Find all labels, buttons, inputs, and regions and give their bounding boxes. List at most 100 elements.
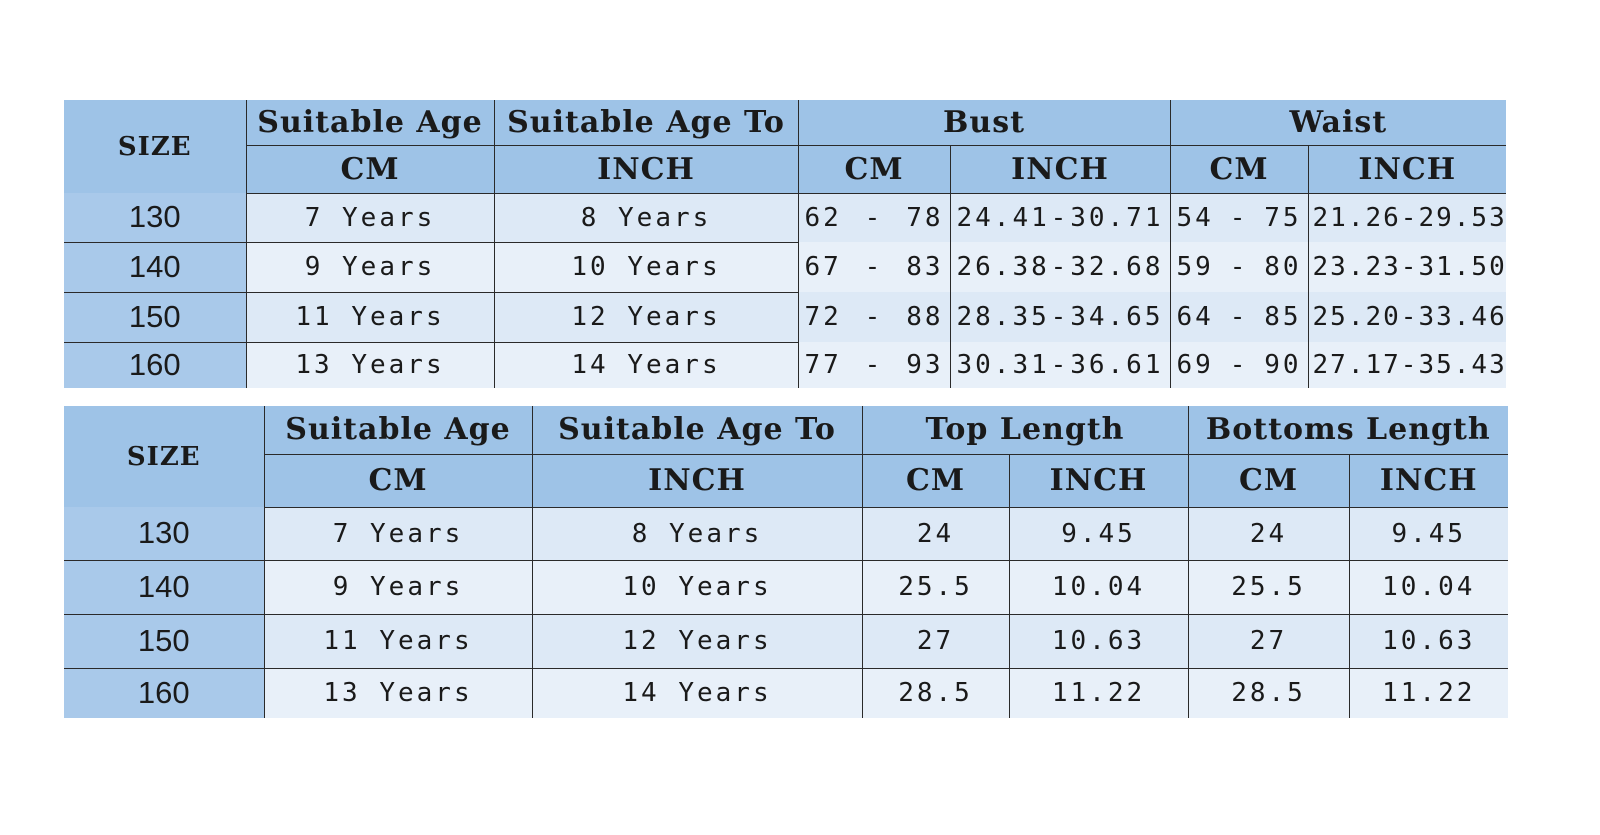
header-inch: INCH xyxy=(493,145,798,194)
header-suitable-age: Suitable Age xyxy=(263,406,532,455)
range-dash: - xyxy=(1050,302,1070,332)
waist-inch-cell: 25.20-33.46 xyxy=(1307,292,1507,342)
header-bottoms-cm: CM xyxy=(1187,454,1350,508)
age-to-cell: 12 Years xyxy=(493,292,798,343)
range-dash: - xyxy=(864,350,884,380)
range-to: 32.68 xyxy=(1070,252,1164,282)
range-to: 75 xyxy=(1264,202,1302,233)
header-waist-inch: INCH xyxy=(1307,145,1507,194)
header-bust-cm: CM xyxy=(797,145,950,194)
top-cm-cell: 27 xyxy=(861,614,1009,669)
range-dash: - xyxy=(1229,302,1249,332)
age-cell: 11 Years xyxy=(263,614,532,669)
table-row: 150 11 Years 12 Years 72-88 28.35-34.65 … xyxy=(64,292,1507,343)
table-row: 140 9 Years 10 Years 67-83 26.38-32.68 5… xyxy=(64,242,1507,293)
age-to-cell: 8 Years xyxy=(531,507,862,561)
range-from: 28.35 xyxy=(956,302,1050,332)
top-cm-cell: 28.5 xyxy=(861,668,1009,718)
header-inch: INCH xyxy=(531,454,862,508)
size-cell: 140 xyxy=(64,560,264,615)
age-cell: 7 Years xyxy=(263,507,532,561)
header-bottoms-inch: INCH xyxy=(1348,454,1509,508)
range-from: 59 xyxy=(1176,252,1214,282)
range-dash: - xyxy=(864,202,884,233)
bottoms-inch-cell: 10.04 xyxy=(1348,560,1509,615)
age-cell: 7 Years xyxy=(245,193,494,243)
top-inch-cell: 10.63 xyxy=(1008,614,1189,669)
range-from: 24.41 xyxy=(956,202,1050,233)
size-cell: 130 xyxy=(64,193,246,243)
range-to: 90 xyxy=(1264,350,1302,380)
header-top-length: Top Length xyxy=(861,406,1189,455)
waist-cm-cell: 69-90 xyxy=(1169,342,1309,388)
range-dash: - xyxy=(1229,202,1249,233)
age-cell: 11 Years xyxy=(245,292,494,343)
size-cell: 160 xyxy=(64,342,246,388)
range-to: 35.43 xyxy=(1418,350,1507,380)
header-suitable-age-to: Suitable Age To xyxy=(531,406,862,455)
header-waist-cm: CM xyxy=(1169,145,1309,194)
age-to-cell: 10 Years xyxy=(531,560,862,615)
bust-cm-cell: 67-83 xyxy=(797,242,950,292)
range-from: 21.26 xyxy=(1312,202,1401,233)
table-row: 160 13 Years 14 Years 28.5 11.22 28.5 11… xyxy=(64,668,1509,718)
range-to: 93 xyxy=(906,350,944,380)
waist-inch-cell: 21.26-29.53 xyxy=(1307,193,1507,242)
size-chart-bust-waist: SIZE Suitable Age Suitable Age To Bust W… xyxy=(64,100,1507,388)
range-to: 80 xyxy=(1264,252,1302,282)
range-dash: - xyxy=(1400,350,1419,380)
age-cell: 9 Years xyxy=(263,560,532,615)
header-top-inch: INCH xyxy=(1008,454,1189,508)
waist-inch-cell: 23.23-31.50 xyxy=(1307,242,1507,292)
range-to: 33.46 xyxy=(1418,302,1507,332)
range-from: 27.17 xyxy=(1312,350,1401,380)
range-dash: - xyxy=(1050,350,1070,380)
range-to: 31.50 xyxy=(1418,252,1507,282)
age-to-cell: 12 Years xyxy=(531,614,862,669)
header-waist: Waist xyxy=(1169,100,1507,146)
bust-cm-cell: 72-88 xyxy=(797,292,950,342)
range-from: 64 xyxy=(1176,302,1214,332)
header-suitable-age: Suitable Age xyxy=(245,100,494,146)
range-to: 88 xyxy=(906,302,944,332)
range-from: 26.38 xyxy=(956,252,1050,282)
top-inch-cell: 9.45 xyxy=(1008,507,1189,561)
size-cell: 150 xyxy=(64,292,246,343)
size-cell: 130 xyxy=(64,507,264,561)
range-to: 34.65 xyxy=(1070,302,1164,332)
bottoms-cm-cell: 25.5 xyxy=(1187,560,1350,615)
range-to: 30.71 xyxy=(1070,202,1164,233)
bust-inch-cell: 30.31-36.61 xyxy=(949,342,1171,388)
range-dash: - xyxy=(864,252,884,282)
range-to: 36.61 xyxy=(1070,350,1164,380)
header-bottoms-length: Bottoms Length xyxy=(1187,406,1509,455)
header-top-cm: CM xyxy=(861,454,1009,508)
range-dash: - xyxy=(1400,202,1419,233)
age-cell: 9 Years xyxy=(245,242,494,293)
header-cm: CM xyxy=(263,454,532,508)
range-from: 67 xyxy=(804,252,842,282)
range-dash: - xyxy=(1050,252,1070,282)
range-from: 72 xyxy=(804,302,842,332)
bottoms-inch-cell: 11.22 xyxy=(1348,668,1509,718)
range-dash: - xyxy=(1400,252,1419,282)
age-to-cell: 8 Years xyxy=(493,193,798,243)
range-dash: - xyxy=(1050,202,1070,233)
range-dash: - xyxy=(864,302,884,332)
age-cell: 13 Years xyxy=(263,668,532,718)
age-to-cell: 14 Years xyxy=(493,342,798,388)
bottoms-inch-cell: 10.63 xyxy=(1348,614,1509,669)
bust-inch-cell: 24.41-30.71 xyxy=(949,193,1171,242)
bust-cm-cell: 62-78 xyxy=(797,193,950,242)
header-bust-inch: INCH xyxy=(949,145,1171,194)
table-row: 160 13 Years 14 Years 77-93 30.31-36.61 … xyxy=(64,342,1507,388)
table-row: 140 9 Years 10 Years 25.5 10.04 25.5 10.… xyxy=(64,560,1509,615)
range-dash: - xyxy=(1229,252,1249,282)
bottoms-cm-cell: 24 xyxy=(1187,507,1350,561)
header-size: SIZE xyxy=(64,406,264,507)
header-size: SIZE xyxy=(64,100,246,193)
waist-cm-cell: 64-85 xyxy=(1169,292,1309,342)
top-cm-cell: 24 xyxy=(861,507,1009,561)
bottoms-cm-cell: 27 xyxy=(1187,614,1350,669)
range-to: 78 xyxy=(906,202,944,233)
